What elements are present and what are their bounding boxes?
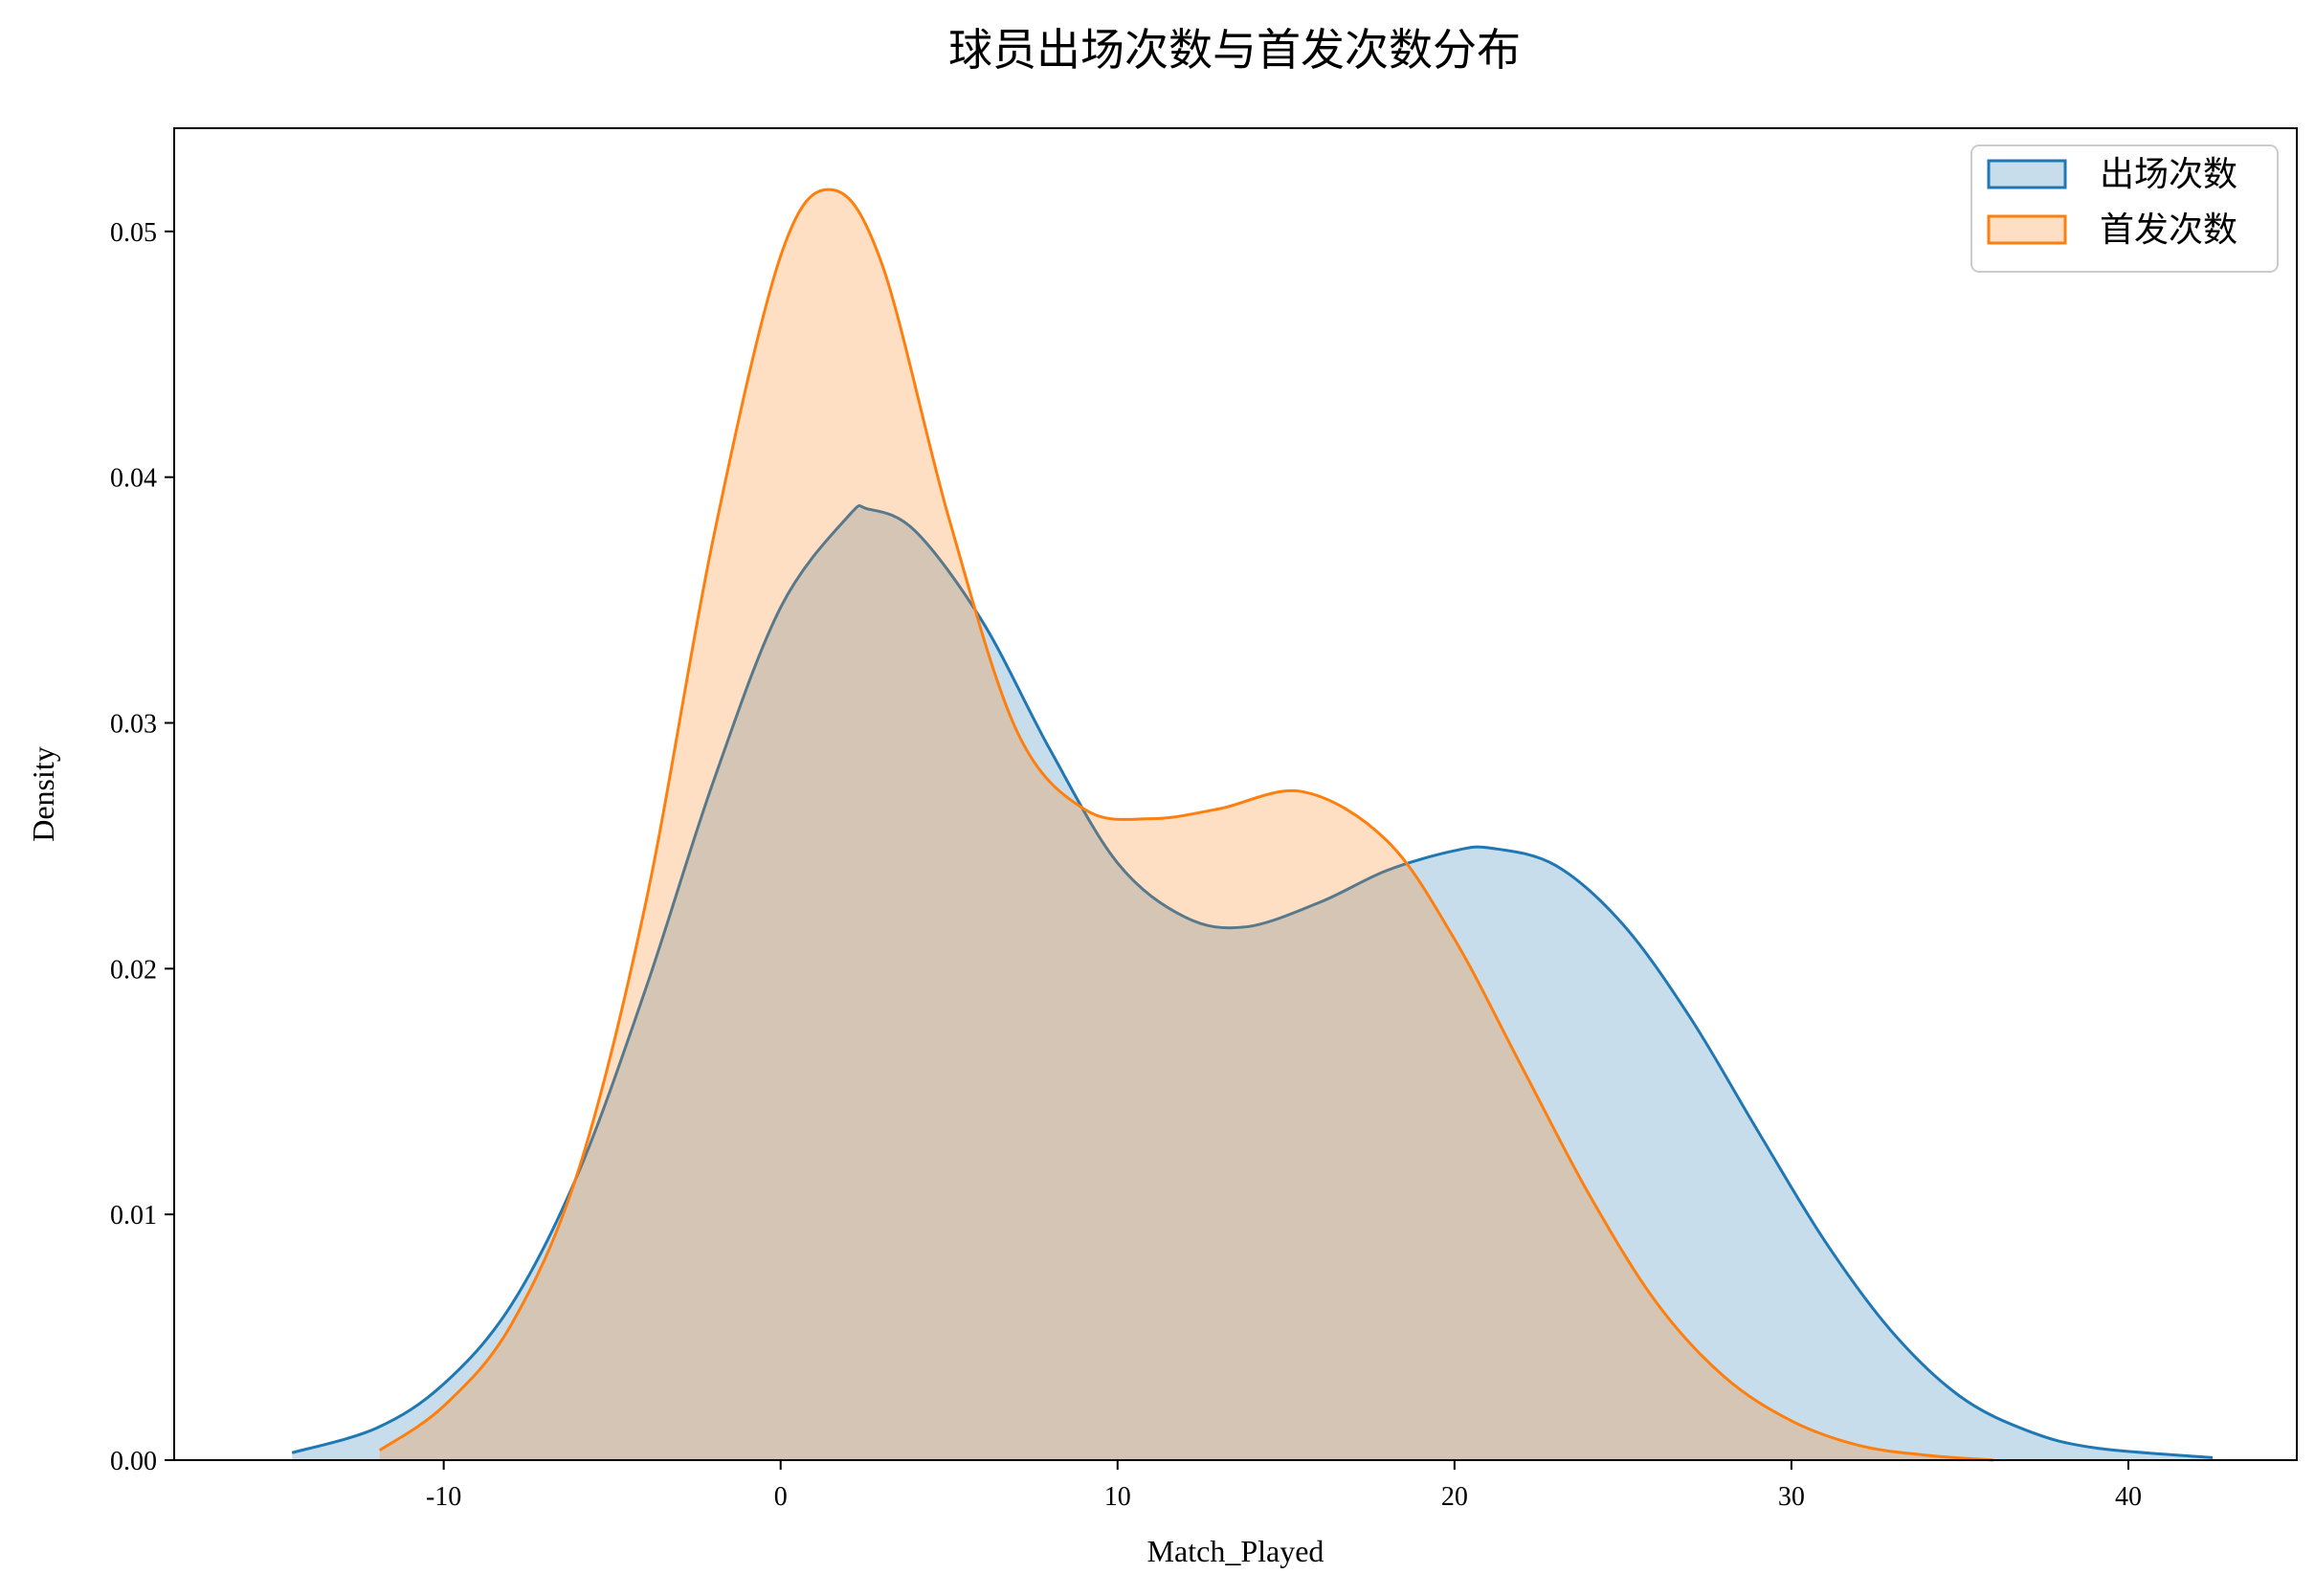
series-area-0: [292, 505, 2213, 1460]
x-axis: -10 0 10 20 30 40: [426, 1460, 2142, 1512]
x-tick-label: 10: [1104, 1482, 1131, 1512]
y-tick-label: 0.00: [110, 1447, 157, 1476]
y-tick-label: 0.01: [110, 1201, 157, 1230]
series-layer: [291, 188, 2214, 1462]
legend-label-1: 首发次数: [2100, 211, 2237, 250]
y-tick-label: 0.02: [110, 955, 157, 985]
chart-title: 球员出场次数与首发次数分布: [948, 24, 1521, 76]
x-tick-label: 40: [2115, 1482, 2142, 1512]
x-tick-label: 0: [774, 1482, 788, 1512]
x-tick-label: 20: [1441, 1482, 1468, 1512]
series-line-0: [291, 504, 2214, 1459]
x-axis-label: Match_Played: [1147, 1534, 1324, 1568]
x-tick-label: 30: [1778, 1482, 1805, 1512]
legend-label-0: 出场次数: [2100, 155, 2237, 194]
legend-swatch-1: [1987, 214, 2067, 245]
x-tick-label: -10: [426, 1482, 461, 1512]
legend-box: [1970, 144, 2279, 273]
y-axis: 0.00 0.01 0.02 0.03 0.04 0.05: [110, 218, 174, 1476]
y-tick-label: 0.03: [110, 710, 157, 740]
plot-frame: [173, 127, 2298, 1461]
series-area-1: [379, 189, 1994, 1460]
series-line-1: [378, 188, 1994, 1462]
y-tick-label: 0.04: [110, 464, 157, 494]
y-axis-label: Density: [26, 746, 60, 842]
legend-swatch-0: [1987, 159, 2067, 189]
y-tick-label: 0.05: [110, 218, 157, 248]
